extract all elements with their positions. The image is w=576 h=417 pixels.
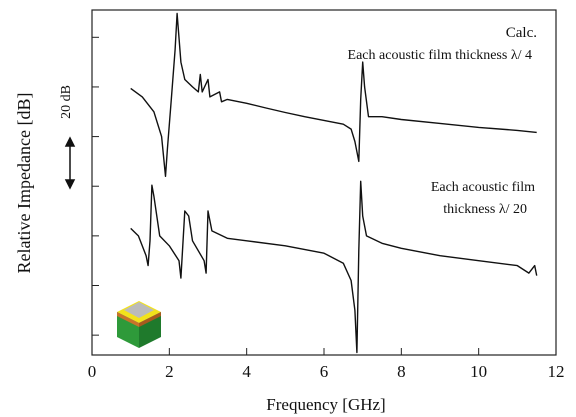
x-tick-label: 8 [397, 362, 406, 381]
x-tick-label: 12 [548, 362, 565, 381]
scale-label: 20 dB [59, 85, 74, 119]
x-tick-label: 2 [165, 362, 174, 381]
annotation: Each acoustic film [431, 180, 535, 195]
scale-arrow [64, 136, 76, 190]
device-icon [117, 301, 161, 348]
annotation: Each acoustic film thickness λ/ 4 [348, 48, 532, 63]
data-line [130, 180, 538, 354]
annotation: Calc. [506, 25, 537, 41]
x-axis-label: Frequency [GHz] [266, 395, 385, 414]
annotation: thickness λ/ 20 [443, 202, 527, 217]
x-tick-label: 6 [320, 362, 329, 381]
x-tick-label: 10 [470, 362, 487, 381]
y-axis-label: Relative Impedance [dB] [14, 93, 34, 274]
x-tick-label: 0 [88, 362, 97, 381]
x-tick-label: 4 [242, 362, 251, 381]
data-line [130, 12, 537, 177]
